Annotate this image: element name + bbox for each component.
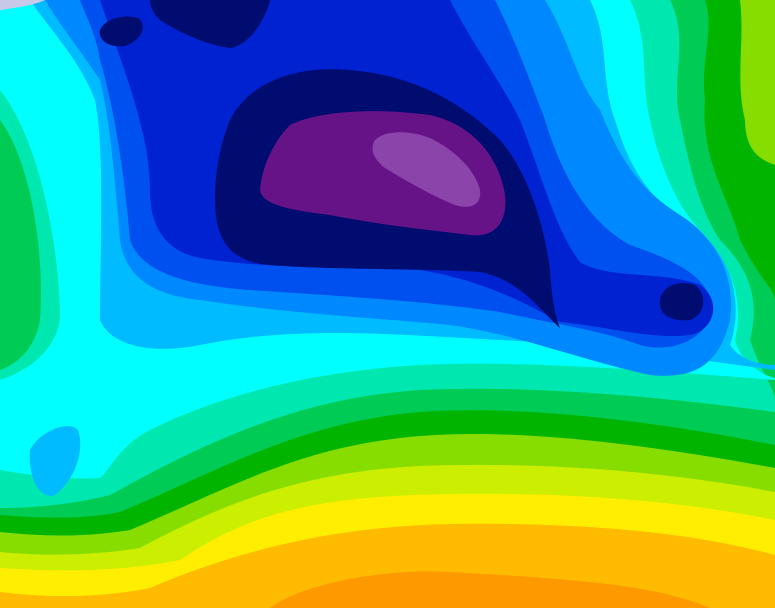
blob-light-blue <box>29 426 81 496</box>
blob-navy-top <box>150 0 270 48</box>
corner-gray <box>0 0 45 10</box>
blob-navy-small <box>99 16 143 47</box>
blob-navy-right <box>659 283 704 321</box>
level-light-purple <box>372 132 481 207</box>
level-orange <box>270 571 710 608</box>
level-purple <box>260 111 506 236</box>
